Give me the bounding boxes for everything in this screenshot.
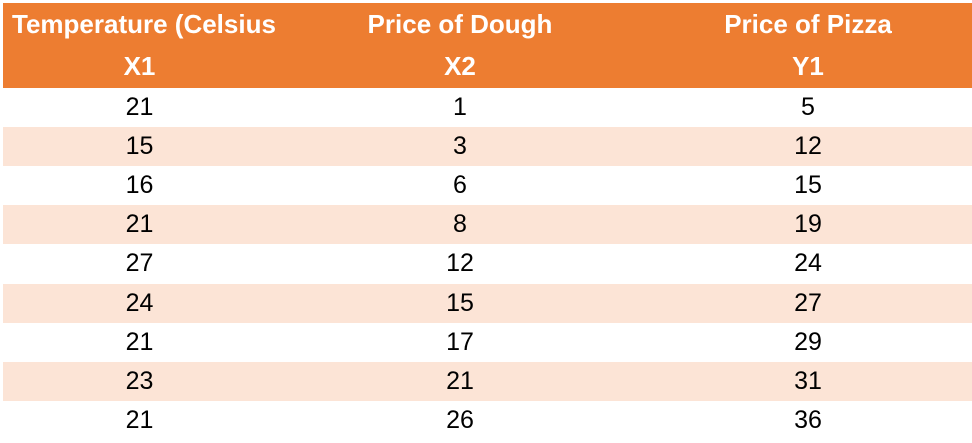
table-cell: 16 xyxy=(125,171,154,200)
table-header-variable-row: X1 X2 Y1 xyxy=(3,46,972,89)
table-cell: 6 xyxy=(453,171,467,200)
table-cell: 8 xyxy=(453,210,467,239)
table-cell: 15 xyxy=(125,132,154,161)
table-header-title-row: Temperature (Celsius) Price of Dough Pri… xyxy=(3,3,972,46)
table-cell: 29 xyxy=(794,327,822,356)
variable-header-y1: Y1 xyxy=(792,51,824,82)
table-cell: 21 xyxy=(125,210,154,239)
table-cell: 27 xyxy=(794,288,822,317)
column-header-temperature: Temperature (Celsius) xyxy=(12,8,276,39)
table-cell: 36 xyxy=(794,405,822,434)
variable-header-x2: X2 xyxy=(444,51,476,82)
table-cell: 1 xyxy=(453,93,467,122)
table-cell: 17 xyxy=(446,327,474,356)
table-cell: 21 xyxy=(125,93,154,122)
table-cell: 23 xyxy=(125,366,154,395)
table-row: 24 15 27 xyxy=(3,283,972,323)
table-body: 21 1 5 15 3 12 16 6 15 21 8 19 27 12 24 … xyxy=(3,88,972,440)
table-row: 15 3 12 xyxy=(3,127,972,167)
table-cell: 15 xyxy=(446,288,474,317)
table-row: 16 6 15 xyxy=(3,166,972,206)
table-row: 21 26 36 xyxy=(3,400,972,440)
variable-header-x1: X1 xyxy=(123,51,156,82)
table-row: 23 21 31 xyxy=(3,361,972,401)
table-row: 21 1 5 xyxy=(3,88,972,128)
column-header-price-of-pizza: Price of Pizza xyxy=(724,8,892,39)
table-cell: 12 xyxy=(794,132,822,161)
data-table: Temperature (Celsius) Price of Dough Pri… xyxy=(3,3,972,440)
table-cell: 31 xyxy=(794,366,822,395)
table-cell: 12 xyxy=(446,249,474,278)
table-header: Temperature (Celsius) Price of Dough Pri… xyxy=(3,3,972,88)
table-cell: 24 xyxy=(794,249,822,278)
table-cell: 21 xyxy=(125,327,154,356)
table-cell: 15 xyxy=(794,171,822,200)
table-row: 21 17 29 xyxy=(3,322,972,362)
table-cell: 19 xyxy=(794,210,822,239)
table-cell: 26 xyxy=(446,405,474,434)
table-row: 21 8 19 xyxy=(3,205,972,245)
table-cell: 21 xyxy=(446,366,474,395)
table-cell: 3 xyxy=(453,132,467,161)
column-header-price-of-dough: Price of Dough xyxy=(367,8,553,39)
table-cell: 21 xyxy=(125,405,154,434)
table-cell: 24 xyxy=(125,288,154,317)
table-cell: 27 xyxy=(125,249,154,278)
table-cell: 5 xyxy=(801,93,815,122)
table-row: 27 12 24 xyxy=(3,244,972,284)
